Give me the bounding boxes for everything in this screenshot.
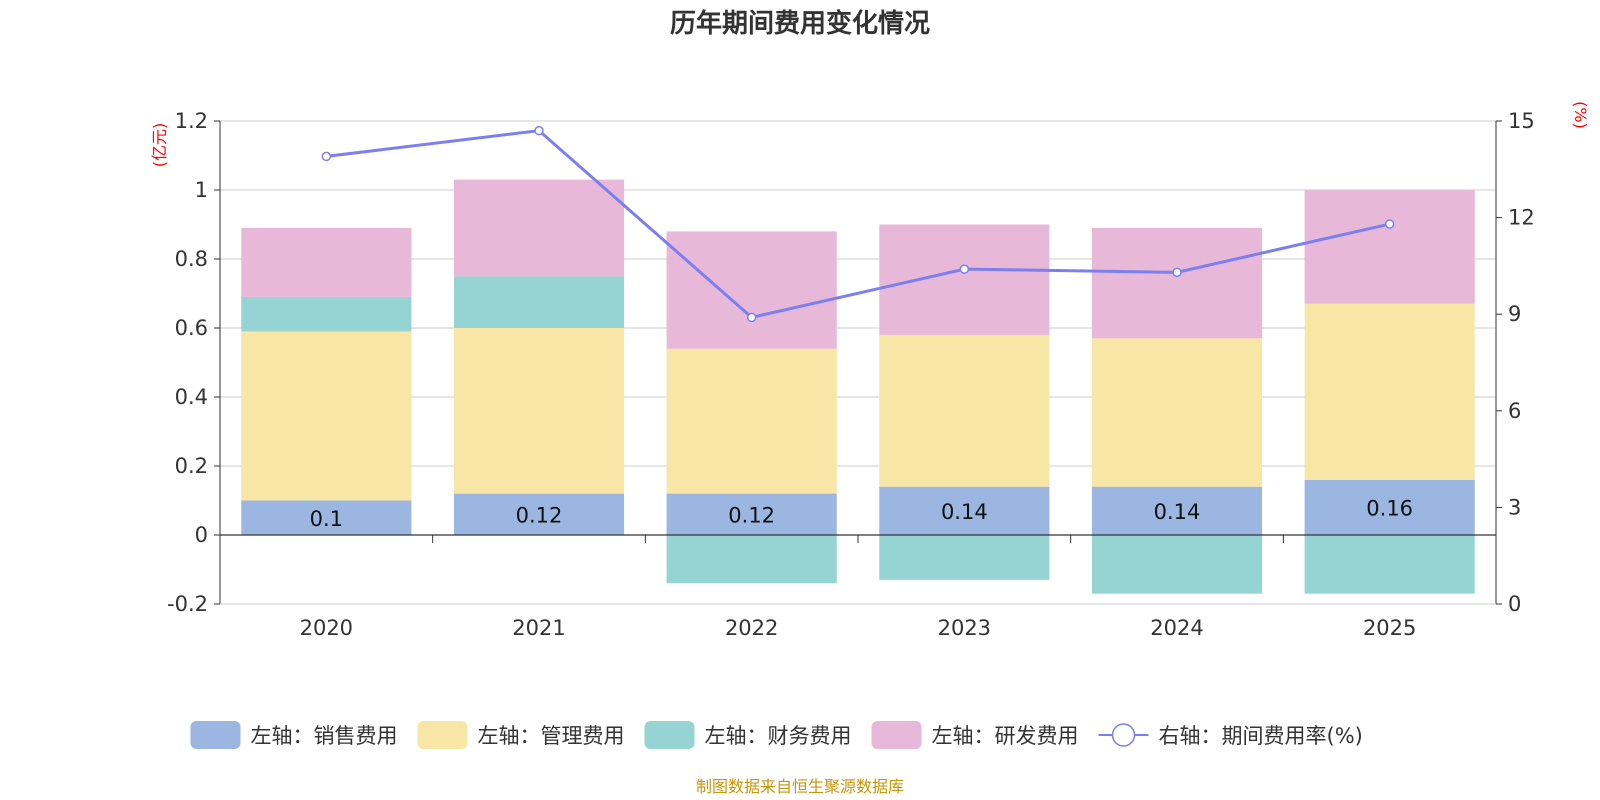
legend-label: 右轴：期间费用率(%) xyxy=(1159,724,1363,748)
left-tick-label: 0.2 xyxy=(175,454,208,478)
rate-line-path xyxy=(326,129,1390,320)
left-tick-label: 0 xyxy=(195,523,208,547)
bar-segment xyxy=(666,348,837,494)
rate-point xyxy=(1172,267,1182,278)
x-tick-label: 2021 xyxy=(512,616,565,640)
bar-segment xyxy=(1091,486,1263,535)
right-tick-label: 3 xyxy=(1508,495,1521,519)
x-tick-label: 2023 xyxy=(938,616,991,640)
data-source: 制图数据来自恒生聚源数据库 xyxy=(696,777,904,796)
right-tick-label: 9 xyxy=(1508,302,1521,326)
legend-swatch xyxy=(871,721,922,749)
bar-segment xyxy=(666,493,837,535)
legend-label: 左轴：管理费用 xyxy=(478,724,625,748)
bars xyxy=(241,179,1475,594)
bar-segment xyxy=(453,179,625,277)
left-tick-label: 1.2 xyxy=(175,109,208,133)
bar-segment xyxy=(1091,338,1263,487)
left-tick-label: 0.4 xyxy=(175,385,208,409)
bar-value-label: 0.14 xyxy=(941,500,988,524)
bar-segment xyxy=(241,331,412,501)
rate-point xyxy=(746,312,757,323)
right-tick-label: 12 xyxy=(1508,206,1535,230)
bar-segment xyxy=(241,500,412,535)
left-tick-label: -0.2 xyxy=(167,592,208,616)
bar-segment xyxy=(453,328,625,494)
bar-segment xyxy=(1304,190,1475,304)
bar-value-label: 0.14 xyxy=(1154,500,1201,524)
bar-segment xyxy=(1091,535,1263,594)
bar-value-label: 0.12 xyxy=(516,503,563,527)
rate-point xyxy=(959,264,970,274)
rate-point xyxy=(321,151,332,162)
bar-segment xyxy=(879,486,1050,535)
axes: -0.2 0 0.2 0.4 0.6 0.8 1 1.2 0 3 6 9 12 15 2020 2021 202… xyxy=(167,109,1535,640)
bar-segment xyxy=(879,535,1050,580)
bar-segment xyxy=(1304,535,1475,594)
left-tick-label: 0.8 xyxy=(175,247,208,271)
x-tick-label: 2022 xyxy=(725,616,778,640)
legend-line-marker xyxy=(1111,723,1136,747)
bar-segment xyxy=(666,231,837,349)
legend-label: 左轴：研发费用 xyxy=(932,724,1079,748)
bar-value-label: 0.1 xyxy=(310,507,343,531)
bar-segment xyxy=(1304,479,1475,535)
bar-value-label: 0.16 xyxy=(1366,496,1413,520)
right-tick-label: 6 xyxy=(1508,399,1521,423)
legend: 左轴：销售费用 左轴：管理费用 左轴：财务费用 左轴：研发费用 右轴：期间费用率(%) xyxy=(190,721,1363,749)
data-labels: 0.1 0.12 0.12 0.14 0.14 0.16 xyxy=(310,496,1413,530)
bar-segment xyxy=(1091,227,1263,339)
bar-segment xyxy=(879,224,1050,335)
x-tick-label: 2024 xyxy=(1150,616,1203,640)
bar-segment xyxy=(241,227,412,297)
left-axis-unit: (亿元) xyxy=(150,123,169,168)
bar-segment xyxy=(453,276,625,328)
rate-point xyxy=(534,125,544,136)
bar-segment xyxy=(666,535,837,584)
bar-segment xyxy=(241,296,412,332)
legend-swatch xyxy=(417,721,468,749)
right-axis-unit: (%) xyxy=(1571,101,1590,129)
legend-label: 左轴：销售费用 xyxy=(251,724,398,748)
right-tick-label: 15 xyxy=(1508,109,1535,133)
bar-segment xyxy=(453,493,625,535)
rate-line xyxy=(321,125,1395,323)
bar-segment xyxy=(1304,303,1475,480)
right-tick-label: 0 xyxy=(1508,592,1521,616)
x-tick-label: 2025 xyxy=(1363,616,1416,640)
left-tick-label: 0.6 xyxy=(175,316,208,340)
bar-segment xyxy=(879,334,1050,487)
gridlines xyxy=(220,120,1496,605)
legend-swatch xyxy=(190,721,241,749)
x-tick-label: 2020 xyxy=(300,616,353,640)
legend-label: 左轴：财务费用 xyxy=(705,724,852,748)
left-tick-label: 1 xyxy=(195,178,208,202)
rate-point xyxy=(1384,219,1395,229)
bar-value-label: 0.12 xyxy=(728,503,775,527)
chart-title: 历年期间费用变化情况 xyxy=(670,8,930,39)
legend-swatch xyxy=(644,721,695,749)
